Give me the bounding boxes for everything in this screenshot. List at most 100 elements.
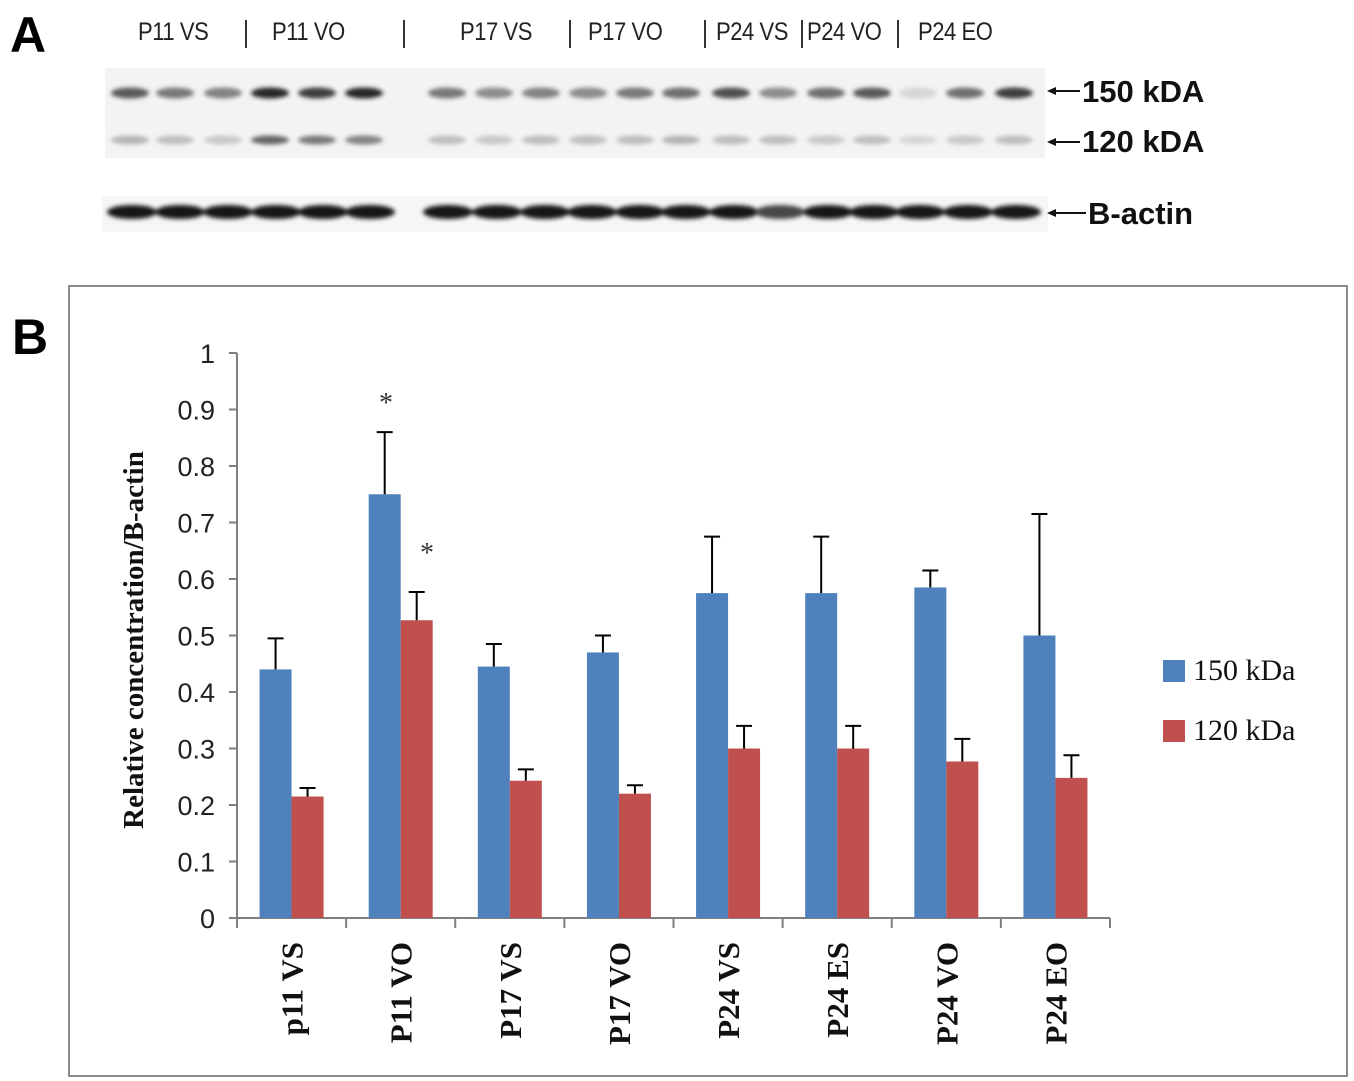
blot-band-actin xyxy=(423,205,473,219)
blot-band-actin xyxy=(472,205,522,219)
band-label-actin: B-actin xyxy=(1088,196,1194,231)
blot-band-actin xyxy=(991,205,1041,219)
blot-band-actin xyxy=(203,205,253,219)
lane-label-p24-vo: P24 VO xyxy=(807,18,882,46)
blot-band-150 xyxy=(662,87,700,99)
blot-image xyxy=(102,68,1086,232)
y-tick-label: 0.6 xyxy=(177,565,215,595)
bar-150 xyxy=(586,652,619,918)
bar-120 xyxy=(400,620,433,918)
lane-label-p24-eo: P24 EO xyxy=(918,18,993,46)
blot-band-150 xyxy=(946,87,984,99)
blot-band-150 xyxy=(995,87,1033,99)
legend-item-150: 150 kDa xyxy=(1163,654,1295,688)
blot-band-120 xyxy=(946,135,984,145)
bar-150 xyxy=(368,494,401,918)
y-tick-label: 0.3 xyxy=(177,735,215,765)
lane-label-p17-vo: P17 VO xyxy=(588,18,663,46)
lane-separator xyxy=(897,20,899,48)
x-category-label: p11 VS xyxy=(275,942,310,1035)
blot-band-120 xyxy=(298,135,336,145)
x-category-label: P24 EO xyxy=(1038,942,1073,1044)
legend-swatch-150 xyxy=(1163,660,1185,682)
blot-band-actin xyxy=(849,205,899,219)
blot-band-120 xyxy=(995,135,1033,145)
blot-band-actin xyxy=(895,205,945,219)
band-label-120: 120 kDA xyxy=(1082,124,1205,159)
blot-band-150 xyxy=(807,87,845,99)
blot-band-actin xyxy=(615,205,665,219)
western-blot-panel: A P11 VS P11 VO P17 VS P17 VO P24 VS P24… xyxy=(0,0,1354,250)
blot-band-150 xyxy=(428,87,466,99)
blot-band-150 xyxy=(345,87,383,99)
blot-band-120 xyxy=(111,135,149,145)
x-category-label: P17 VO xyxy=(602,942,637,1045)
legend-swatch-120 xyxy=(1163,720,1185,742)
blot-band-actin xyxy=(709,205,759,219)
blot-band-actin xyxy=(755,205,805,219)
bar-120 xyxy=(1055,777,1088,918)
blot-band-150 xyxy=(712,87,750,99)
blot-band-150 xyxy=(475,87,513,99)
lane-separator xyxy=(801,20,803,48)
blot-band-150 xyxy=(569,87,607,99)
blot-band-150 xyxy=(204,87,242,99)
blot-band-150 xyxy=(522,87,560,99)
blot-band-150 xyxy=(616,87,654,99)
blot-band-120 xyxy=(759,135,797,145)
bar-150 xyxy=(1023,635,1056,918)
lane-label-p11-vo: P11 VO xyxy=(272,18,345,46)
blot-band-actin xyxy=(298,205,348,219)
blot-band-120 xyxy=(616,135,654,145)
y-tick-label: 0.2 xyxy=(177,791,215,821)
y-tick-label: 0.5 xyxy=(177,622,215,652)
y-axis-label: Relative concentration/B-actin xyxy=(118,451,150,829)
blot-band-120 xyxy=(204,135,242,145)
bar-120 xyxy=(291,796,324,918)
blot-band-150 xyxy=(899,87,937,99)
bar-150 xyxy=(805,593,838,918)
blot-band-actin xyxy=(107,205,157,219)
blot-band-120 xyxy=(569,135,607,145)
x-category-label: P17 VS xyxy=(493,942,528,1039)
annotation-star-120: * xyxy=(420,538,434,569)
blot-band-120 xyxy=(899,135,937,145)
blot-band-120 xyxy=(428,135,466,145)
blot-band-120 xyxy=(156,135,194,145)
blot-band-actin xyxy=(943,205,993,219)
blot-band-actin xyxy=(567,205,617,219)
lane-label-p24-vs: P24 VS xyxy=(716,18,788,46)
lane-separator xyxy=(403,20,405,48)
bar-150 xyxy=(477,666,510,918)
x-category-label: P24 VO xyxy=(929,942,964,1045)
blot-band-150 xyxy=(759,87,797,99)
bar-150 xyxy=(696,593,729,918)
blot-band-150 xyxy=(298,87,336,99)
blot-band-150 xyxy=(251,87,289,99)
x-category-label: P24 VS xyxy=(711,942,746,1039)
arrowhead-150 xyxy=(1047,87,1056,95)
x-category-label: P11 VO xyxy=(384,942,419,1043)
arrowhead-actin xyxy=(1047,209,1056,217)
annotation-star-150: * xyxy=(379,388,393,419)
legend-label-150: 150 kDa xyxy=(1193,654,1296,687)
blot-band-150 xyxy=(111,87,149,99)
blot-band-120 xyxy=(853,135,891,145)
bar-150 xyxy=(914,587,947,918)
y-tick-label: 0.1 xyxy=(177,848,215,878)
y-tick-label: 0.8 xyxy=(177,452,215,482)
blot-band-actin xyxy=(520,205,570,219)
blot-band-120 xyxy=(475,135,513,145)
lane-label-p11-vs: P11 VS xyxy=(138,18,209,46)
blot-band-120 xyxy=(251,135,289,145)
y-tick-label: 1 xyxy=(200,339,215,369)
blot-band-actin xyxy=(661,205,711,219)
blot-band-120 xyxy=(712,135,750,145)
lane-separator xyxy=(569,20,571,48)
blot-band-120 xyxy=(345,135,383,145)
lane-separator xyxy=(704,20,706,48)
y-tick-label: 0.4 xyxy=(177,678,215,708)
panel-a-letter: A xyxy=(10,7,47,63)
legend-label-120: 120 kDa xyxy=(1193,714,1296,747)
